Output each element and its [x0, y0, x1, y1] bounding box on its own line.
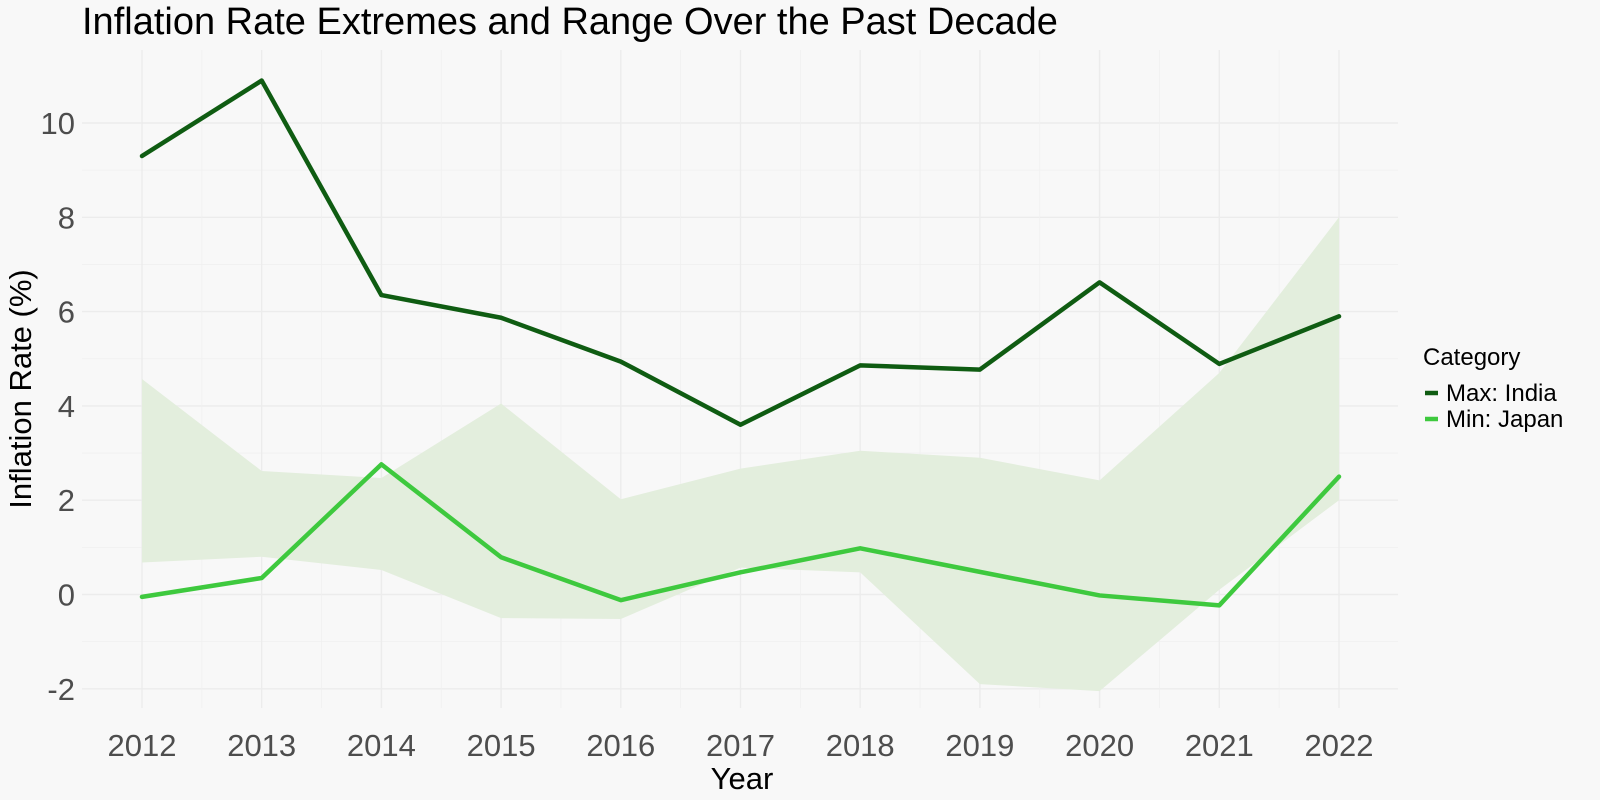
y-tick-label: -2: [47, 672, 75, 707]
y-tick-label: 6: [58, 295, 75, 330]
y-tick-label: 0: [58, 578, 75, 613]
x-tick-label: 2018: [826, 728, 895, 763]
x-axis-ticks: 2012 2013 2014 2015 2016 2017 2018 2019 2020 2021…: [108, 728, 1374, 763]
x-tick-label: 2017: [706, 728, 775, 763]
y-axis-label: Inflation Rate (%): [3, 269, 38, 509]
x-tick-label: 2012: [108, 728, 177, 763]
x-tick-label: 2014: [347, 728, 416, 763]
x-tick-label: 2020: [1065, 728, 1134, 763]
y-tick-label: 2: [58, 483, 75, 518]
y-tick-label: 8: [58, 200, 75, 235]
x-axis-label: Year: [711, 761, 774, 796]
series-line-2: [139, 462, 1342, 608]
x-tick-label: 2022: [1305, 728, 1374, 763]
y-axis-ticks: -2 0 2 4 6 8 10: [41, 106, 75, 707]
legend-title: Category: [1423, 344, 1520, 371]
chart-title: Inflation Rate Extremes and Range Over t…: [82, 1, 1058, 43]
range-band-area: [142, 217, 1339, 692]
legend-label-2: Min: Japan: [1446, 406, 1563, 433]
x-tick-label: 2021: [1185, 728, 1254, 763]
y-tick-label: 4: [58, 389, 75, 424]
x-tick-label: 2019: [945, 728, 1014, 763]
series-lines: [139, 78, 1342, 608]
series-line-1: [139, 78, 1342, 428]
legend-label-1: Max: India: [1446, 380, 1557, 407]
x-tick-label: 2015: [467, 728, 536, 763]
y-tick-label: 10: [41, 106, 75, 141]
x-tick-label: 2013: [227, 728, 296, 763]
x-tick-label: 2016: [586, 728, 655, 763]
